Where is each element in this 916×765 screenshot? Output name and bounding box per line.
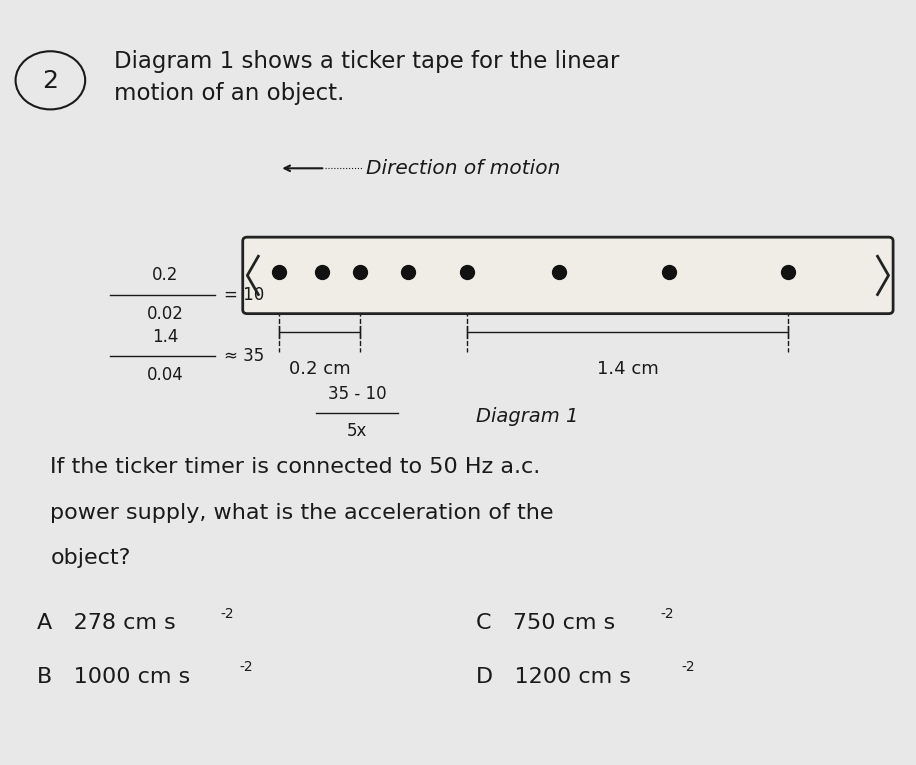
- Text: ≈ 35: ≈ 35: [224, 347, 265, 365]
- Text: C   750 cm s: C 750 cm s: [476, 614, 616, 633]
- Text: power supply, what is the acceleration of the: power supply, what is the acceleration o…: [50, 503, 554, 522]
- Text: 0.02: 0.02: [147, 304, 183, 323]
- Text: motion of an object.: motion of an object.: [114, 82, 345, 105]
- Text: If the ticker timer is connected to 50 Hz a.c.: If the ticker timer is connected to 50 H…: [50, 457, 540, 477]
- Text: B   1000 cm s: B 1000 cm s: [37, 667, 190, 687]
- Text: 2: 2: [42, 69, 59, 93]
- Text: 35 - 10: 35 - 10: [328, 385, 387, 403]
- Text: -2: -2: [239, 660, 253, 674]
- Text: 1.4 cm: 1.4 cm: [596, 360, 659, 378]
- Text: = 10: = 10: [224, 285, 265, 304]
- Text: 1.4: 1.4: [152, 327, 178, 346]
- Text: object?: object?: [50, 549, 131, 568]
- FancyBboxPatch shape: [243, 237, 893, 314]
- Text: 5x: 5x: [347, 422, 367, 440]
- Text: -2: -2: [681, 660, 694, 674]
- Text: 0.2 cm: 0.2 cm: [289, 360, 351, 378]
- Text: Diagram 1 shows a ticker tape for the linear: Diagram 1 shows a ticker tape for the li…: [114, 50, 620, 73]
- Text: 0.2: 0.2: [152, 266, 178, 285]
- Text: -2: -2: [220, 607, 234, 620]
- Text: Direction of motion: Direction of motion: [366, 159, 561, 177]
- Text: -2: -2: [660, 607, 674, 620]
- Text: A   278 cm s: A 278 cm s: [37, 614, 175, 633]
- Text: 0.04: 0.04: [147, 366, 183, 384]
- Text: Diagram 1: Diagram 1: [476, 408, 579, 426]
- Text: D   1200 cm s: D 1200 cm s: [476, 667, 631, 687]
